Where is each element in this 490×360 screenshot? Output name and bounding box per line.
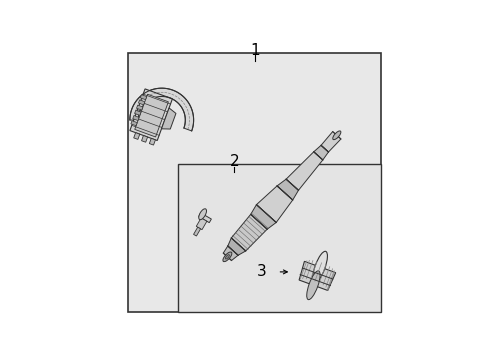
Polygon shape xyxy=(134,132,140,139)
Polygon shape xyxy=(277,179,298,200)
Text: 1: 1 xyxy=(250,42,260,58)
Polygon shape xyxy=(142,135,147,142)
Polygon shape xyxy=(162,108,176,129)
Polygon shape xyxy=(196,218,207,230)
Polygon shape xyxy=(286,152,323,190)
Polygon shape xyxy=(299,261,336,291)
Polygon shape xyxy=(256,186,293,222)
Polygon shape xyxy=(135,94,169,137)
Polygon shape xyxy=(228,238,245,255)
Ellipse shape xyxy=(225,255,229,259)
Polygon shape xyxy=(135,110,141,115)
Polygon shape xyxy=(194,227,200,236)
Polygon shape xyxy=(149,138,155,145)
Ellipse shape xyxy=(313,251,327,283)
Ellipse shape xyxy=(307,271,320,300)
Polygon shape xyxy=(139,100,145,105)
Polygon shape xyxy=(131,121,137,126)
Polygon shape xyxy=(314,145,328,160)
Polygon shape xyxy=(130,89,172,140)
Polygon shape xyxy=(321,131,341,152)
Bar xyxy=(178,164,381,312)
Polygon shape xyxy=(140,95,147,100)
Ellipse shape xyxy=(199,209,206,220)
Polygon shape xyxy=(251,205,276,229)
Polygon shape xyxy=(137,105,143,110)
Polygon shape xyxy=(133,116,139,121)
Ellipse shape xyxy=(333,131,341,140)
Polygon shape xyxy=(223,246,238,261)
Polygon shape xyxy=(231,215,267,251)
Text: 2: 2 xyxy=(230,154,239,169)
Ellipse shape xyxy=(223,252,232,262)
Text: 3: 3 xyxy=(257,264,267,279)
Polygon shape xyxy=(130,88,194,131)
Polygon shape xyxy=(199,213,211,222)
